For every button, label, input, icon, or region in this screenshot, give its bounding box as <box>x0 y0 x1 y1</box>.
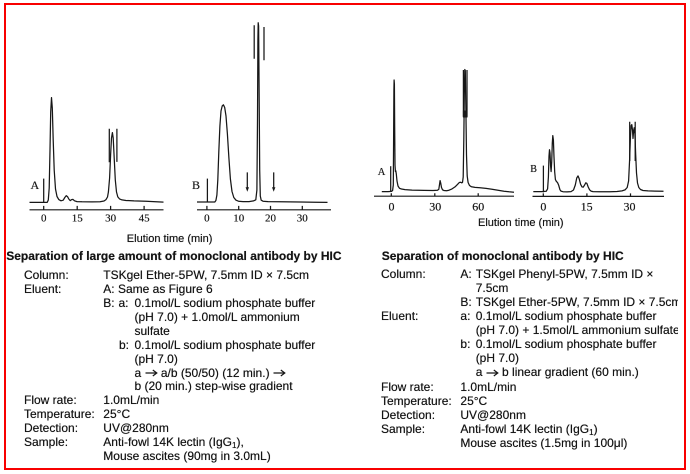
svg-text:15: 15 <box>581 199 593 213</box>
svg-text:0: 0 <box>41 213 47 225</box>
svg-text:B: B <box>530 164 537 175</box>
svg-text:A: A <box>31 178 40 192</box>
svg-text:30: 30 <box>105 213 117 225</box>
svg-text:0: 0 <box>204 213 210 225</box>
svg-text:0: 0 <box>540 199 546 213</box>
svg-text:60: 60 <box>472 199 484 213</box>
svg-text:30: 30 <box>297 213 309 225</box>
svg-text:Elution time (min): Elution time (min) <box>127 233 213 245</box>
svg-text:30: 30 <box>624 199 636 213</box>
svg-text:20: 20 <box>265 213 277 225</box>
svg-text:15: 15 <box>72 213 84 225</box>
svg-text:0: 0 <box>389 199 395 213</box>
svg-text:10: 10 <box>233 213 245 225</box>
svg-text:45: 45 <box>139 213 151 225</box>
svg-text:B: B <box>192 178 200 192</box>
svg-text:A: A <box>378 167 386 178</box>
svg-text:Elution time (min): Elution time (min) <box>478 217 564 229</box>
svg-text:30: 30 <box>429 199 441 213</box>
